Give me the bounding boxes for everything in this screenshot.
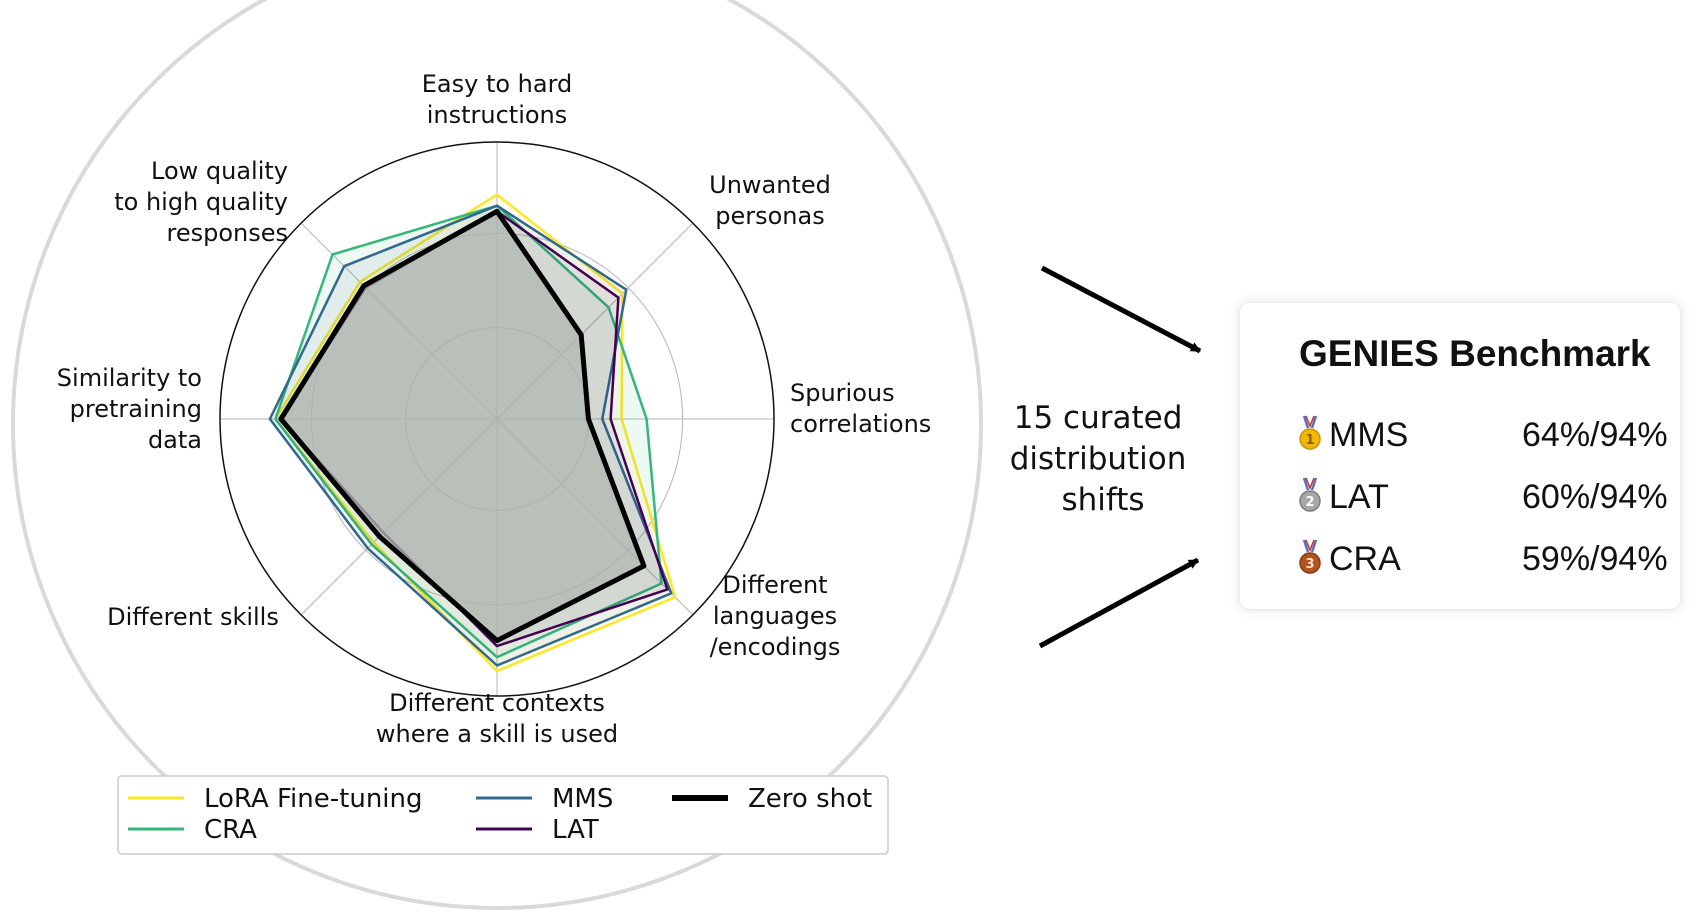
- middle-note-line: distribution: [1010, 441, 1187, 477]
- legend-label: Zero shot: [748, 784, 872, 814]
- legend-label: LoRA Fine-tuning: [204, 784, 423, 814]
- benchmark-row: 2 LAT 60%/94%: [1298, 476, 1668, 516]
- middle-note-line: shifts: [1061, 482, 1144, 518]
- outer-ring: [11, 0, 983, 910]
- arrow-bottom: [1038, 557, 1200, 649]
- benchmark-card: GENIES Benchmark 1 MMS 64%/94% 2 LAT 60%…: [1240, 303, 1680, 609]
- axis-label: Different contexts where a skill is used: [376, 689, 618, 748]
- middle-note: 15 curated distribution shifts: [1010, 400, 1197, 518]
- bronze-medal-icon: 3: [1299, 539, 1321, 574]
- axis-label: Different languages/encodings: [710, 571, 841, 661]
- axis-label: Easy to hard instructions: [422, 70, 573, 129]
- benchmark-score: 64%/94%: [1522, 416, 1668, 454]
- axis-label: Unwanted personas: [709, 171, 831, 230]
- middle-note-line: 15 curated: [1014, 400, 1183, 436]
- radar-frame: [219, 141, 775, 697]
- benchmark-row: 1 MMS 64%/94%: [1298, 414, 1668, 454]
- legend-label: LAT: [552, 815, 599, 845]
- benchmark-method-name: CRA: [1329, 540, 1401, 578]
- svg-text:3: 3: [1305, 557, 1314, 572]
- series-zero-shot: [278, 208, 647, 644]
- legend-label: MMS: [552, 784, 613, 814]
- radar-chart: Easy to hard instructions Unwanted personas…: [57, 70, 931, 855]
- axis-label: Similarity to pretraining data: [57, 364, 202, 454]
- silver-medal-icon: 2: [1299, 477, 1321, 512]
- benchmark-score: 60%/94%: [1522, 478, 1668, 516]
- benchmark-score: 59%/94%: [1522, 540, 1668, 578]
- gold-medal-icon: 1: [1299, 415, 1321, 450]
- svg-text:1: 1: [1305, 433, 1314, 448]
- svg-text:2: 2: [1305, 495, 1314, 510]
- axis-label: Low quality to high quality responses: [114, 157, 288, 247]
- axis-label: Spurious correlations: [790, 379, 931, 438]
- benchmark-row: 3 CRA 59%/94%: [1298, 538, 1668, 578]
- legend-label: CRA: [204, 815, 257, 845]
- arrow-top: [1040, 265, 1202, 354]
- benchmark-method-name: MMS: [1329, 416, 1409, 454]
- benchmark-title: GENIES Benchmark: [1299, 333, 1651, 374]
- axis-label: Different skills: [107, 603, 279, 631]
- benchmark-method-name: LAT: [1329, 478, 1389, 516]
